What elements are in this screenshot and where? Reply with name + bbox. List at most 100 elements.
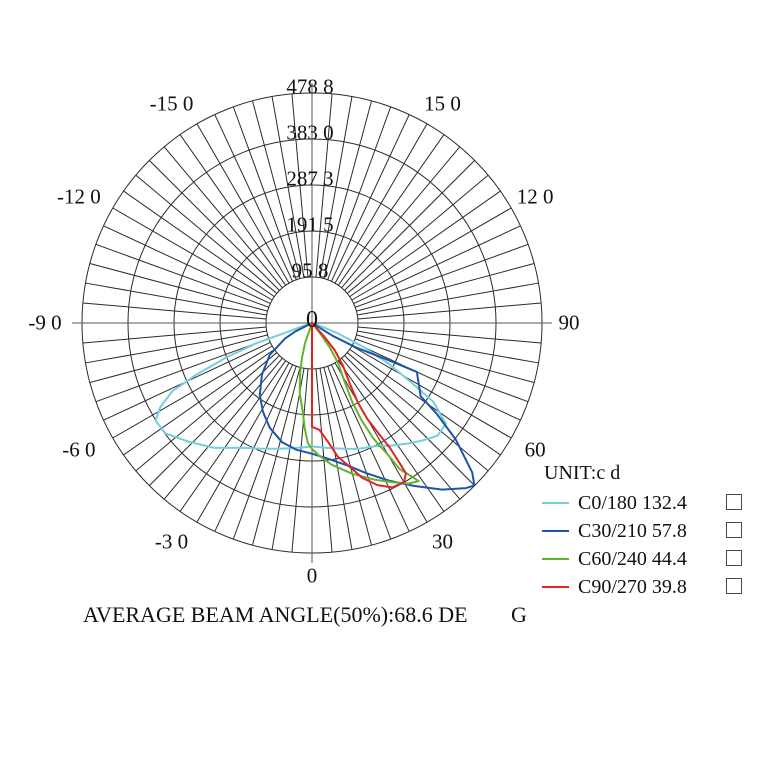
legend-checkbox[interactable] [726,522,742,538]
grid-spoke [319,96,353,278]
grid-spoke [356,262,535,312]
grid-spoke [357,282,539,316]
grid-spoke [232,366,297,540]
grid-spoke [346,352,489,472]
angle-label: -15 0 [149,91,194,116]
grid-spoke [123,348,275,456]
grid-spoke [214,114,294,282]
grid-spoke [327,366,392,540]
grid-spoke [112,207,273,301]
legend-row: C30/210 57.8 [540,517,758,545]
grid-spoke [319,368,353,550]
center-zero-label: 0 [306,307,318,333]
ring-value-label: 95 8 [291,258,329,283]
grid-spoke [196,123,290,284]
grid-spoke [163,146,283,289]
grid-spoke [135,352,278,472]
angle-label: -3 0 [154,529,189,554]
grid-spoke [327,106,392,280]
legend-label: C0/180 132.4 [578,492,687,514]
curve-C60-240 [298,322,420,485]
grid-spoke [149,355,280,486]
legend-line-swatch [542,502,569,504]
grid-spoke [179,134,287,286]
grid-spoke [95,243,269,308]
curve-C30-210 [258,322,476,491]
grid-spoke [232,106,297,280]
ring-value-label: 478 8 [286,74,334,99]
legend-row: C90/270 39.8 [540,573,758,601]
grid-spoke [95,338,269,403]
grid-spoke [82,326,267,344]
legend-rows: C0/180 132.4 C30/210 57.8 C60/240 44.4 C90/… [540,489,758,601]
legend-checkbox[interactable] [726,494,742,510]
grid-spoke [341,357,461,500]
grid-spoke [330,364,410,532]
angle-label: 90 [558,310,580,335]
grid-spoke [179,360,287,512]
angle-label: 30 [432,529,453,554]
grid-spoke [353,341,521,421]
curve-C90-270 [311,322,407,489]
grid-spoke [196,362,290,523]
grid-spoke [334,362,428,523]
legend-label: C30/210 57.8 [578,520,687,542]
grid-spoke [291,93,309,278]
grid-spoke [123,190,275,298]
legend-line-swatch [542,586,569,588]
grid-spoke [149,160,280,291]
grid-spoke [271,96,305,278]
grid-spoke [112,345,273,439]
grid-spoke [323,367,373,546]
angle-label: 0 [306,563,318,588]
grid-spoke [357,302,542,320]
grid-spoke [344,160,475,291]
legend-line-swatch [542,530,569,532]
legend-row: C0/180 132.4 [540,489,758,517]
legend-checkbox[interactable] [726,550,742,566]
legend-label: C60/240 44.4 [578,548,687,570]
grid-spoke [353,225,521,305]
grid-spoke [341,146,461,289]
grid-spoke [85,282,267,316]
average-beam-angle-text-tail: G [511,602,527,627]
legend-line-swatch [542,558,569,560]
grid-spoke [337,134,445,286]
angle-label: 15 0 [424,91,461,116]
grid-spoke [103,225,271,305]
grid-spoke [323,100,373,279]
legend-label: C90/270 39.8 [578,576,687,598]
grid-spoke [349,190,501,298]
legend-row: C60/240 44.4 [540,545,758,573]
grid-spoke [356,334,535,384]
ring-value-label: 191 5 [286,212,334,237]
grid-spoke [315,368,333,553]
angle-label: 60 [524,437,546,461]
grid-spoke [315,93,333,278]
grid-spoke [163,357,283,500]
grid-spoke [355,338,529,403]
grid-spoke [135,174,278,294]
grid-spoke [291,368,309,553]
grid-spoke [89,334,268,384]
grid-spoke [344,355,475,486]
grid-spoke [82,302,267,320]
legend-checkbox[interactable] [726,578,742,594]
angle-label: -6 0 [62,437,96,461]
grid-spoke [334,123,428,284]
angle-label: -9 0 [28,310,62,335]
grid-spoke [251,100,301,279]
grid-spoke [355,243,529,308]
legend: UNIT:c d C0/180 132.4 C30/210 57.8 C60/240… [540,462,758,601]
average-beam-angle-text: AVERAGE BEAM ANGLE(50%):68.6 DE [83,602,468,627]
grid-spoke [271,368,305,550]
grid-spoke [346,174,489,294]
ring-value-label: 383 0 [286,120,334,145]
grid-spoke [251,367,301,546]
grid-spoke [330,114,410,282]
ring-value-label: 287 3 [286,166,334,191]
grid-spoke [337,360,445,512]
unit-label: UNIT:c d [544,462,621,484]
